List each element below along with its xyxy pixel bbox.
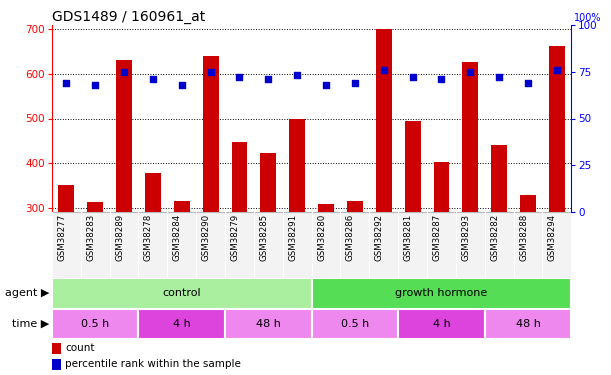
Text: GSM38290: GSM38290 <box>202 214 211 261</box>
Bar <box>52 278 312 309</box>
Bar <box>254 212 283 278</box>
Bar <box>485 212 514 278</box>
Bar <box>456 212 485 278</box>
Point <box>119 69 129 75</box>
Point <box>206 69 216 75</box>
Bar <box>347 201 363 212</box>
Text: control: control <box>163 288 201 298</box>
Text: growth hormone: growth hormone <box>395 288 488 298</box>
Point <box>263 76 273 82</box>
Bar <box>398 212 427 278</box>
Bar <box>59 186 75 212</box>
Text: GSM38286: GSM38286 <box>346 214 355 261</box>
Text: 48 h: 48 h <box>516 319 541 329</box>
Bar <box>312 278 571 309</box>
Bar <box>52 212 81 278</box>
Bar <box>427 212 456 278</box>
Text: GSM38288: GSM38288 <box>519 214 528 261</box>
Text: 100%: 100% <box>574 13 602 23</box>
Bar <box>139 212 167 278</box>
Bar <box>139 309 225 339</box>
Bar <box>340 212 369 278</box>
Bar <box>52 309 139 339</box>
Point <box>523 80 533 86</box>
Bar <box>260 153 276 212</box>
Bar <box>434 162 449 212</box>
Point <box>552 67 562 73</box>
Text: GSM38291: GSM38291 <box>288 214 297 261</box>
Text: 0.5 h: 0.5 h <box>81 319 109 329</box>
Bar <box>312 309 398 339</box>
Point <box>90 82 100 88</box>
Bar <box>232 142 247 212</box>
Point <box>379 67 389 73</box>
Bar <box>289 119 305 212</box>
Bar <box>225 309 312 339</box>
Text: GSM38294: GSM38294 <box>548 214 557 261</box>
Text: 4 h: 4 h <box>173 319 191 329</box>
Bar <box>167 212 196 278</box>
Text: 4 h: 4 h <box>433 319 450 329</box>
Bar <box>514 212 543 278</box>
Bar <box>87 202 103 212</box>
Text: GSM38280: GSM38280 <box>317 214 326 261</box>
Text: GDS1489 / 160961_at: GDS1489 / 160961_at <box>52 10 205 24</box>
Point <box>321 82 331 88</box>
Text: GSM38283: GSM38283 <box>86 214 95 261</box>
Bar <box>520 195 536 212</box>
Bar <box>283 212 312 278</box>
Point <box>148 76 158 82</box>
Bar <box>404 121 420 212</box>
Bar <box>318 204 334 212</box>
Point <box>350 80 360 86</box>
Bar <box>174 201 189 212</box>
Text: GSM38281: GSM38281 <box>404 214 412 261</box>
Bar <box>543 212 571 278</box>
Text: percentile rank within the sample: percentile rank within the sample <box>65 359 241 369</box>
Text: GSM38279: GSM38279 <box>230 214 240 261</box>
Text: agent ▶: agent ▶ <box>4 288 49 298</box>
Text: count: count <box>65 343 95 353</box>
Bar <box>81 212 109 278</box>
Bar <box>485 309 571 339</box>
Bar <box>116 60 132 212</box>
Text: GSM38282: GSM38282 <box>490 214 499 261</box>
Point <box>408 74 417 80</box>
Text: GSM38285: GSM38285 <box>259 214 268 261</box>
Bar <box>109 212 139 278</box>
Point <box>235 74 244 80</box>
Bar <box>52 358 61 370</box>
Bar <box>225 212 254 278</box>
Bar <box>145 173 161 212</box>
Bar <box>398 309 485 339</box>
Point <box>62 80 71 86</box>
Point <box>494 74 504 80</box>
Bar <box>203 56 219 212</box>
Bar <box>463 62 478 212</box>
Point <box>437 76 447 82</box>
Text: time ▶: time ▶ <box>12 319 49 329</box>
Text: GSM38293: GSM38293 <box>461 214 470 261</box>
Text: GSM38289: GSM38289 <box>115 214 124 261</box>
Text: GSM38292: GSM38292 <box>375 214 384 261</box>
Text: GSM38277: GSM38277 <box>57 214 67 261</box>
Bar <box>376 29 392 212</box>
Bar <box>312 212 340 278</box>
Bar <box>549 46 565 212</box>
Bar <box>52 343 61 354</box>
Point <box>177 82 187 88</box>
Text: GSM38284: GSM38284 <box>173 214 182 261</box>
Bar <box>369 212 398 278</box>
Bar <box>196 212 225 278</box>
Text: 0.5 h: 0.5 h <box>341 319 369 329</box>
Bar <box>491 145 507 212</box>
Text: GSM38287: GSM38287 <box>433 214 442 261</box>
Point <box>292 72 302 78</box>
Text: 48 h: 48 h <box>256 319 281 329</box>
Point <box>466 69 475 75</box>
Text: GSM38278: GSM38278 <box>144 214 153 261</box>
